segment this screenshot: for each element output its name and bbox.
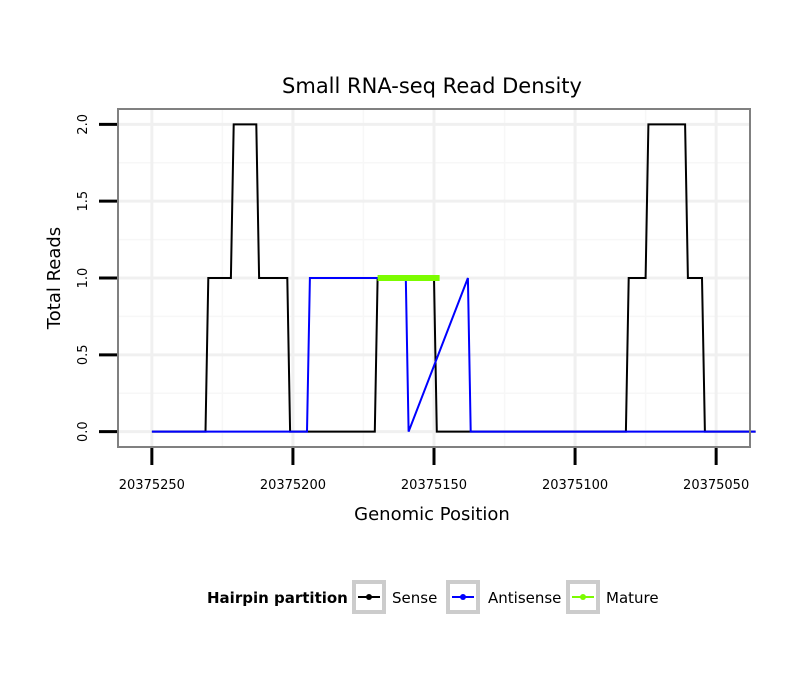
x-tick-label: 20375100 — [542, 478, 608, 493]
x-axis-label: Genomic Position — [354, 504, 510, 525]
y-axis: 0.0 0.5 1.0 1.5 2.0 — [76, 114, 117, 442]
series-line-antisense — [151, 277, 756, 433]
y-tick-label: 1.0 — [76, 268, 91, 289]
legend: Hairpin partition Sense Antisense Mature — [207, 580, 659, 614]
legend-key-point-sense — [366, 594, 372, 600]
y-axis-label: Total Reads — [44, 227, 65, 330]
y-tick-label: 0.0 — [76, 421, 91, 442]
x-tick-label: 20375200 — [260, 478, 326, 493]
legend-key-point-mature — [580, 594, 586, 600]
legend-label-mature: Mature — [606, 589, 659, 607]
x-tick-label: 20375250 — [119, 478, 185, 493]
x-tick-label: 20375050 — [683, 478, 749, 493]
x-axis: 20375250 20375200 20375150 20375100 20375050 — [119, 448, 749, 493]
plot-panel-border — [117, 108, 751, 448]
legend-key-point-antisense — [460, 594, 466, 600]
x-tick-label: 20375150 — [401, 478, 467, 493]
legend-title: Hairpin partition — [207, 589, 348, 607]
legend-label-sense: Sense — [392, 589, 437, 607]
chart-title: Small RNA-seq Read Density — [282, 74, 582, 98]
series-layer — [151, 123, 756, 433]
y-tick-label: 2.0 — [76, 114, 91, 135]
legend-label-antisense: Antisense — [488, 589, 561, 607]
y-tick-label: 1.5 — [76, 191, 91, 212]
y-tick-label: 0.5 — [76, 344, 91, 365]
